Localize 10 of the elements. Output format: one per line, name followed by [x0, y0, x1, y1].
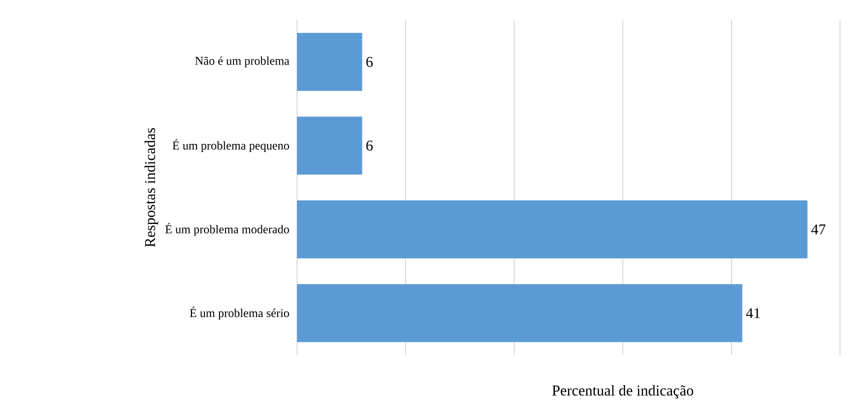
- y-axis-title: Respostas indicadas: [144, 128, 158, 248]
- y-tick-label: É um problema pequeno: [172, 139, 290, 152]
- data-label: 6: [366, 140, 373, 151]
- y-tick-label: É um problema sério: [190, 306, 290, 320]
- data-label: 47: [811, 224, 826, 234]
- x-axis-title: Percentual de indicação: [552, 385, 694, 399]
- data-label: 41: [746, 308, 760, 318]
- y-tick-label: Não é um problema: [195, 56, 290, 68]
- data-label: 6: [366, 56, 373, 67]
- y-tick-label: É um problema moderado: [165, 222, 290, 236]
